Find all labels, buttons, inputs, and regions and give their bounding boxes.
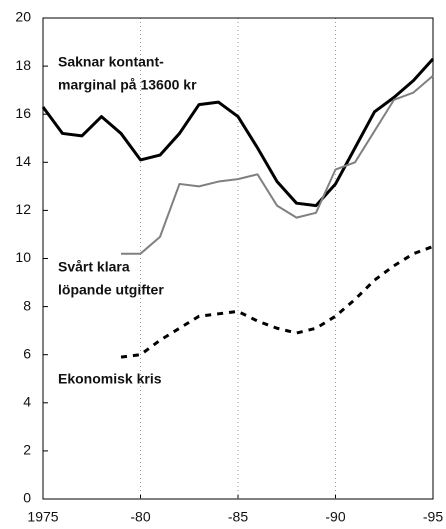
annotation: Ekonomisk kris <box>58 371 162 387</box>
plot-frame <box>42 17 434 500</box>
y-tick-label: 16 <box>15 105 31 121</box>
x-tick-label: 1975 <box>27 509 58 525</box>
annotation: Saknar kontant- <box>58 54 164 70</box>
y-tick-label: 14 <box>15 153 31 169</box>
x-tick-label: -90 <box>325 509 345 525</box>
series-line <box>121 74 434 255</box>
y-tick-label: 10 <box>15 249 31 265</box>
x-tick-label: -80 <box>130 509 150 525</box>
series-line <box>120 245 434 359</box>
x-tick-label: -85 <box>228 509 248 525</box>
annotation: marginal på 13600 kr <box>58 77 197 93</box>
annotation: Svårt klara <box>58 259 130 275</box>
series-line <box>41 57 435 208</box>
annotation: löpande utgifter <box>58 282 164 298</box>
y-tick-label: 20 <box>15 9 31 25</box>
y-tick-label: 0 <box>23 490 31 506</box>
y-tick-label: 8 <box>23 297 31 313</box>
y-tick-label: 12 <box>15 201 31 217</box>
x-tick-label: -95 <box>423 509 443 525</box>
y-tick-label: 6 <box>23 345 31 361</box>
y-tick-label: 18 <box>15 57 31 73</box>
y-tick-label: 2 <box>23 442 31 458</box>
y-tick-label: 4 <box>23 394 31 410</box>
